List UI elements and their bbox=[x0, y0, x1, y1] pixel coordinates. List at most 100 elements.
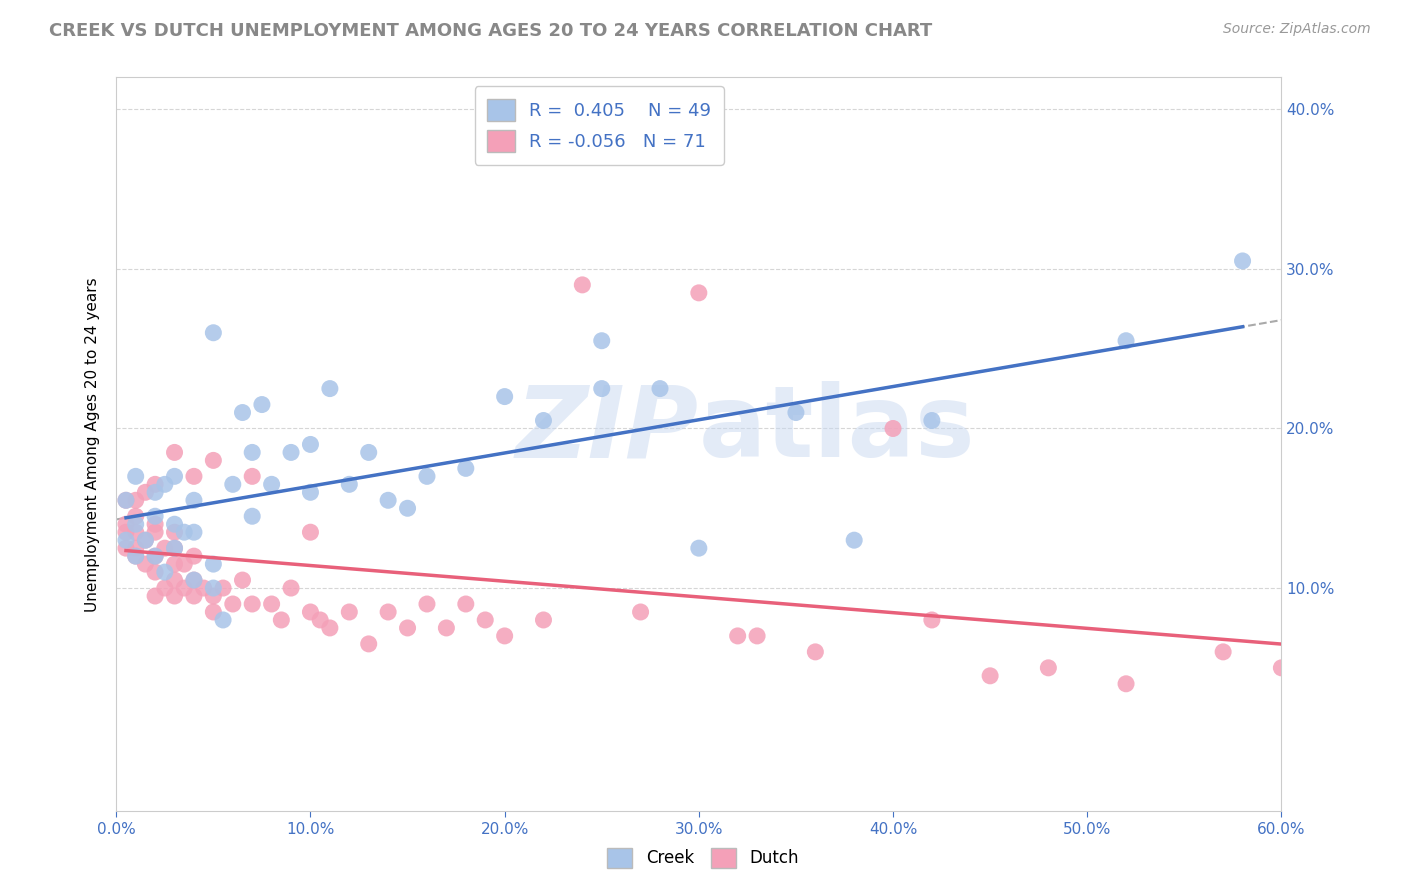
Point bbox=[143, 509, 166, 524]
Point bbox=[143, 565, 166, 579]
Point bbox=[183, 573, 205, 587]
Point bbox=[163, 469, 186, 483]
Text: Source: ZipAtlas.com: Source: ZipAtlas.com bbox=[1223, 22, 1371, 37]
Point bbox=[163, 525, 186, 540]
Point bbox=[163, 573, 186, 587]
Text: CREEK VS DUTCH UNEMPLOYMENT AMONG AGES 20 TO 24 YEARS CORRELATION CHART: CREEK VS DUTCH UNEMPLOYMENT AMONG AGES 2… bbox=[49, 22, 932, 40]
Point bbox=[125, 549, 148, 563]
Point bbox=[240, 597, 263, 611]
Point bbox=[454, 597, 477, 611]
Point bbox=[202, 581, 225, 595]
Point bbox=[260, 597, 283, 611]
Point bbox=[143, 525, 166, 540]
Point bbox=[844, 533, 866, 548]
Point bbox=[240, 445, 263, 459]
Point bbox=[173, 581, 195, 595]
Point bbox=[153, 541, 176, 556]
Point bbox=[231, 573, 253, 587]
Point bbox=[143, 549, 166, 563]
Point bbox=[377, 605, 399, 619]
Point bbox=[183, 573, 205, 587]
Point bbox=[134, 533, 156, 548]
Point bbox=[688, 285, 710, 300]
Point bbox=[240, 469, 263, 483]
Point bbox=[1115, 677, 1137, 691]
Point bbox=[143, 485, 166, 500]
Point bbox=[921, 413, 943, 427]
Point bbox=[134, 557, 156, 571]
Point bbox=[202, 557, 225, 571]
Point bbox=[163, 557, 186, 571]
Y-axis label: Unemployment Among Ages 20 to 24 years: Unemployment Among Ages 20 to 24 years bbox=[86, 277, 100, 612]
Point bbox=[222, 597, 245, 611]
Point bbox=[454, 461, 477, 475]
Point bbox=[319, 621, 342, 635]
Point bbox=[319, 382, 342, 396]
Point bbox=[494, 629, 516, 643]
Point bbox=[396, 501, 419, 516]
Point bbox=[280, 581, 302, 595]
Point bbox=[299, 485, 322, 500]
Point bbox=[153, 581, 176, 595]
Point bbox=[240, 509, 263, 524]
Legend: R =  0.405    N = 49, R = -0.056   N = 71: R = 0.405 N = 49, R = -0.056 N = 71 bbox=[475, 87, 724, 165]
Point bbox=[202, 605, 225, 619]
Point bbox=[125, 517, 148, 532]
Point bbox=[163, 589, 186, 603]
Point bbox=[299, 605, 322, 619]
Point bbox=[183, 589, 205, 603]
Point bbox=[250, 398, 273, 412]
Point bbox=[143, 549, 166, 563]
Point bbox=[115, 493, 138, 508]
Point bbox=[163, 445, 186, 459]
Point bbox=[183, 493, 205, 508]
Point bbox=[727, 629, 749, 643]
Point bbox=[533, 413, 555, 427]
Point bbox=[270, 613, 292, 627]
Point bbox=[337, 477, 360, 491]
Point bbox=[434, 621, 457, 635]
Point bbox=[163, 541, 186, 556]
Point bbox=[882, 421, 904, 435]
Point bbox=[533, 613, 555, 627]
Point bbox=[115, 541, 138, 556]
Point bbox=[337, 605, 360, 619]
Point bbox=[921, 613, 943, 627]
Point bbox=[163, 541, 186, 556]
Point bbox=[134, 485, 156, 500]
Point bbox=[231, 405, 253, 419]
Point bbox=[212, 613, 235, 627]
Point bbox=[212, 581, 235, 595]
Point bbox=[804, 645, 827, 659]
Point bbox=[173, 525, 195, 540]
Point bbox=[163, 517, 186, 532]
Point bbox=[745, 629, 768, 643]
Point bbox=[193, 581, 215, 595]
Point bbox=[1232, 254, 1254, 268]
Point bbox=[280, 445, 302, 459]
Point bbox=[143, 589, 166, 603]
Point bbox=[115, 493, 138, 508]
Point bbox=[153, 477, 176, 491]
Point bbox=[183, 549, 205, 563]
Point bbox=[183, 525, 205, 540]
Point bbox=[143, 477, 166, 491]
Point bbox=[260, 477, 283, 491]
Point bbox=[115, 517, 138, 532]
Point bbox=[153, 565, 176, 579]
Point bbox=[183, 469, 205, 483]
Point bbox=[125, 509, 148, 524]
Point bbox=[125, 549, 148, 563]
Point bbox=[571, 277, 593, 292]
Point bbox=[785, 405, 807, 419]
Point bbox=[1270, 661, 1292, 675]
Point bbox=[688, 541, 710, 556]
Point bbox=[474, 613, 496, 627]
Point bbox=[299, 437, 322, 451]
Point bbox=[630, 605, 652, 619]
Point bbox=[377, 493, 399, 508]
Point bbox=[115, 525, 138, 540]
Point bbox=[591, 334, 613, 348]
Point bbox=[416, 469, 439, 483]
Point bbox=[494, 390, 516, 404]
